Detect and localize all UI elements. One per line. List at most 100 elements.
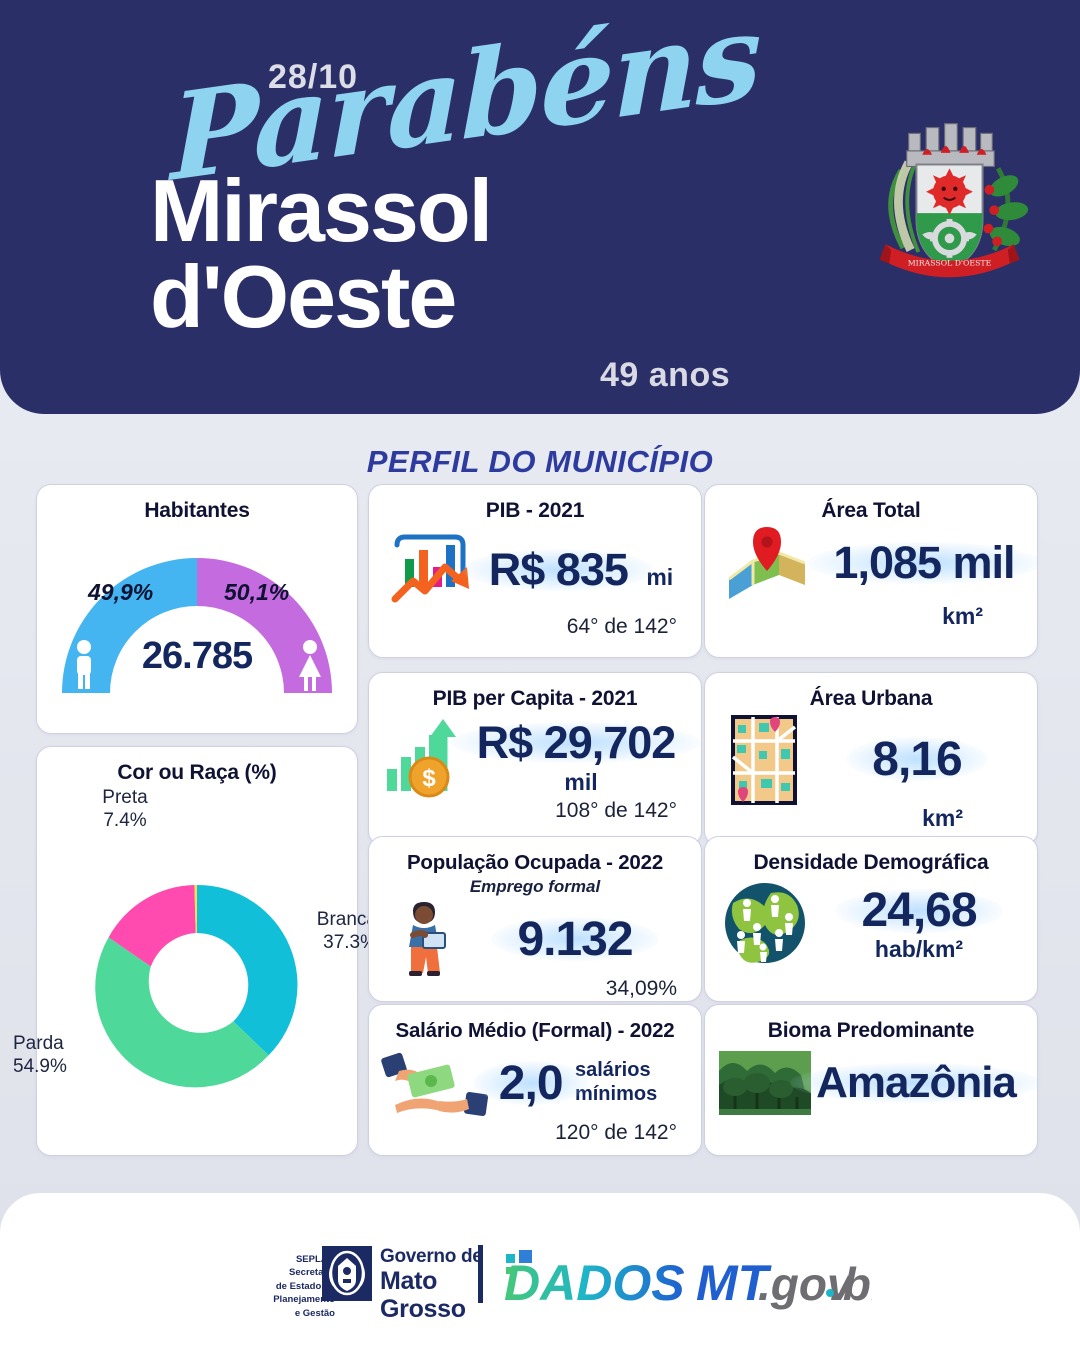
city-name-line1: Mirassol: [150, 161, 493, 260]
donut-svg: [95, 884, 298, 1088]
mato-grosso-crest-icon: [322, 1246, 372, 1301]
svg-text:MT: MT: [696, 1255, 773, 1310]
city-map-icon: [731, 715, 797, 805]
card-bioma: Bioma Predominante Amazônia: [704, 1004, 1042, 1156]
populacao-ocupada-value: 9.132: [517, 912, 633, 966]
map-pin-icon: [728, 527, 806, 599]
area-urbana-value: 8,16: [872, 732, 962, 786]
area-urbana-unit: km²: [922, 805, 963, 831]
card-title-area-total: Área Total: [821, 499, 921, 522]
densidade-value: 24,68: [861, 884, 977, 937]
gov-line-2: Mato: [380, 1267, 438, 1296]
anniversary-label: 49 anos: [600, 356, 731, 394]
seplag-line-5: e Gestão: [294, 1307, 335, 1319]
card-title-densidade: Densidade Demográfica: [753, 851, 989, 874]
svg-text:.br: .br: [830, 1258, 872, 1310]
footer-divider: [478, 1245, 483, 1303]
pib-value-glow: R$ 835: [462, 544, 655, 596]
card-title-salario-medio: Salário Médio (Formal) - 2022: [395, 1019, 675, 1042]
label-preta-value: 7.4%: [103, 809, 147, 831]
card-densidade: Densidade Demográfica 24,68: [704, 836, 1038, 1002]
gov-line-1: Governo de: [380, 1246, 483, 1267]
footer-panel: [0, 1193, 1080, 1350]
card-area-total: Área Total 1,085 mil km²: [704, 484, 1041, 658]
bioma-value: Amazônia: [816, 1058, 1017, 1107]
female-percent-label: 50,1%: [224, 579, 290, 605]
label-branca: Branca 37.3%: [281, 909, 377, 955]
card-title-populacao-ocupada: População Ocupada - 2022: [406, 851, 664, 874]
svg-text:MIRASSOL D'OESTE: MIRASSOL D'OESTE: [908, 259, 992, 268]
card-title-area-urbana: Área Urbana: [809, 687, 933, 710]
pib-value: R$ 835: [488, 544, 629, 595]
card-populacao-ocupada: População Ocupada - 2022 Emprego formal …: [368, 836, 702, 1002]
card-pib: PIB - 2021 R$ 835 mi 64° de 142°: [368, 484, 702, 658]
card-cor-raca: Cor ou Raça (%) Preta 7.4% Branca: [13, 746, 377, 1156]
globe-people-icon: [725, 883, 805, 963]
seplag-line-2: Secretaria: [289, 1267, 335, 1279]
seplag-line-4: Planejamento: [273, 1294, 335, 1306]
card-habitantes: Habitantes 49,9% 50,1% 26: [36, 484, 358, 734]
card-pib-per-capita: PIB per Capita - 2021 $ R$ 29,702 mil 10…: [368, 672, 702, 846]
area-total-value-glow: 1,085 mil: [807, 537, 1041, 589]
area-total-value: 1,085 mil: [833, 537, 1015, 588]
salario-unit-line2: mínimos: [574, 1083, 658, 1105]
card-title-bioma: Bioma Predominante: [767, 1019, 975, 1042]
card-title-cor-raca: Cor ou Raça (%): [117, 761, 277, 784]
city-name-line2: d'Oeste: [150, 247, 457, 347]
male-icon: [77, 640, 91, 689]
label-parda: Parda 54.9%: [13, 1033, 113, 1079]
growth-coin-icon: $: [387, 719, 456, 798]
seplag-line-3: de Estado de: [275, 1280, 335, 1292]
slice-branca: [197, 884, 298, 1056]
date-label: 28/10: [268, 58, 359, 96]
salario-value-glow: 2,0: [472, 1056, 589, 1111]
bioma-value-glow: Amazônia: [790, 1058, 1042, 1108]
populacao-value-glow: 9.132: [491, 912, 659, 967]
svg-text:DADOS: DADOS: [504, 1255, 685, 1310]
governo-mato-grosso-text: Governo de Mato Grosso: [380, 1246, 483, 1323]
city-name: Mirassol d'Oeste: [150, 161, 493, 347]
seplag-text-block: SEPLAG Secretaria de Estado de Planejame…: [255, 1253, 335, 1320]
cor-raca-donut-chart: Preta 7.4% Branca 37.3% Parda 54.9%: [13, 787, 377, 1135]
salario-medio-rank: 120° de 142°: [555, 1121, 677, 1144]
area-urbana-value-glow: 8,16: [846, 732, 989, 787]
habitantes-gauge-chart: 49,9% 50,1% 26.785: [52, 543, 342, 693]
svg-text:$: $: [422, 765, 436, 792]
pib-per-capita-value: R$ 29,702: [476, 716, 677, 768]
label-branca-name: Branca: [316, 909, 377, 930]
card-title-pib-per-capita: PIB per Capita - 2021: [432, 687, 638, 710]
habitantes-total: 26.785: [141, 635, 253, 677]
card-subtitle-populacao-ocupada: Emprego formal: [469, 877, 601, 896]
area-total-unit: km²: [942, 603, 983, 629]
svg-text:.gov: .gov: [758, 1258, 855, 1310]
label-parda-name: Parda: [13, 1033, 64, 1054]
male-percent-label: 49,9%: [88, 579, 154, 605]
slice-outras: [194, 884, 197, 933]
pib-per-capita-rank: 108° de 142°: [555, 799, 677, 822]
densidade-unit: hab/km²: [874, 936, 964, 962]
slice-preta: [108, 885, 196, 967]
pib-per-capita-unit: mil: [564, 768, 598, 795]
coat-of-arms-icon: MIRASSOL D'OESTE: [879, 123, 1029, 278]
gauge-svg: [62, 558, 332, 693]
page-title: PERFIL DO MUNICÍPIO: [366, 444, 714, 479]
worker-person-icon: [409, 902, 446, 976]
card-title-habitantes: Habitantes: [144, 499, 250, 522]
dadosmt-logo[interactable]: DADOS MT .gov .br: [500, 1248, 891, 1311]
card-title-pib: PIB - 2021: [485, 499, 585, 522]
female-icon: [299, 640, 321, 691]
card-area-urbana: Área Urbana 8,16 km²: [704, 672, 1038, 846]
salario-unit-line1: salários: [574, 1059, 651, 1082]
populacao-ocupada-rank: 34,09%: [605, 977, 677, 1000]
card-salario-medio: Salário Médio (Formal) - 2022 2,0 salári…: [368, 1004, 702, 1156]
densidade-value-glow: 24,68: [835, 883, 1003, 938]
label-branca-value: 37.3%: [323, 931, 377, 953]
label-preta: Preta 7.4%: [65, 787, 185, 833]
pib-rank: 64° de 142°: [566, 615, 677, 638]
gov-line-3: Grosso: [380, 1295, 466, 1324]
seplag-line-1: SEPLAG: [295, 1254, 335, 1265]
salario-medio-value: 2,0: [498, 1056, 564, 1110]
slice-parda: [95, 937, 269, 1088]
label-parda-value: 54.9%: [13, 1055, 67, 1077]
pib-capita-value-glow: R$ 29,702: [450, 716, 701, 769]
